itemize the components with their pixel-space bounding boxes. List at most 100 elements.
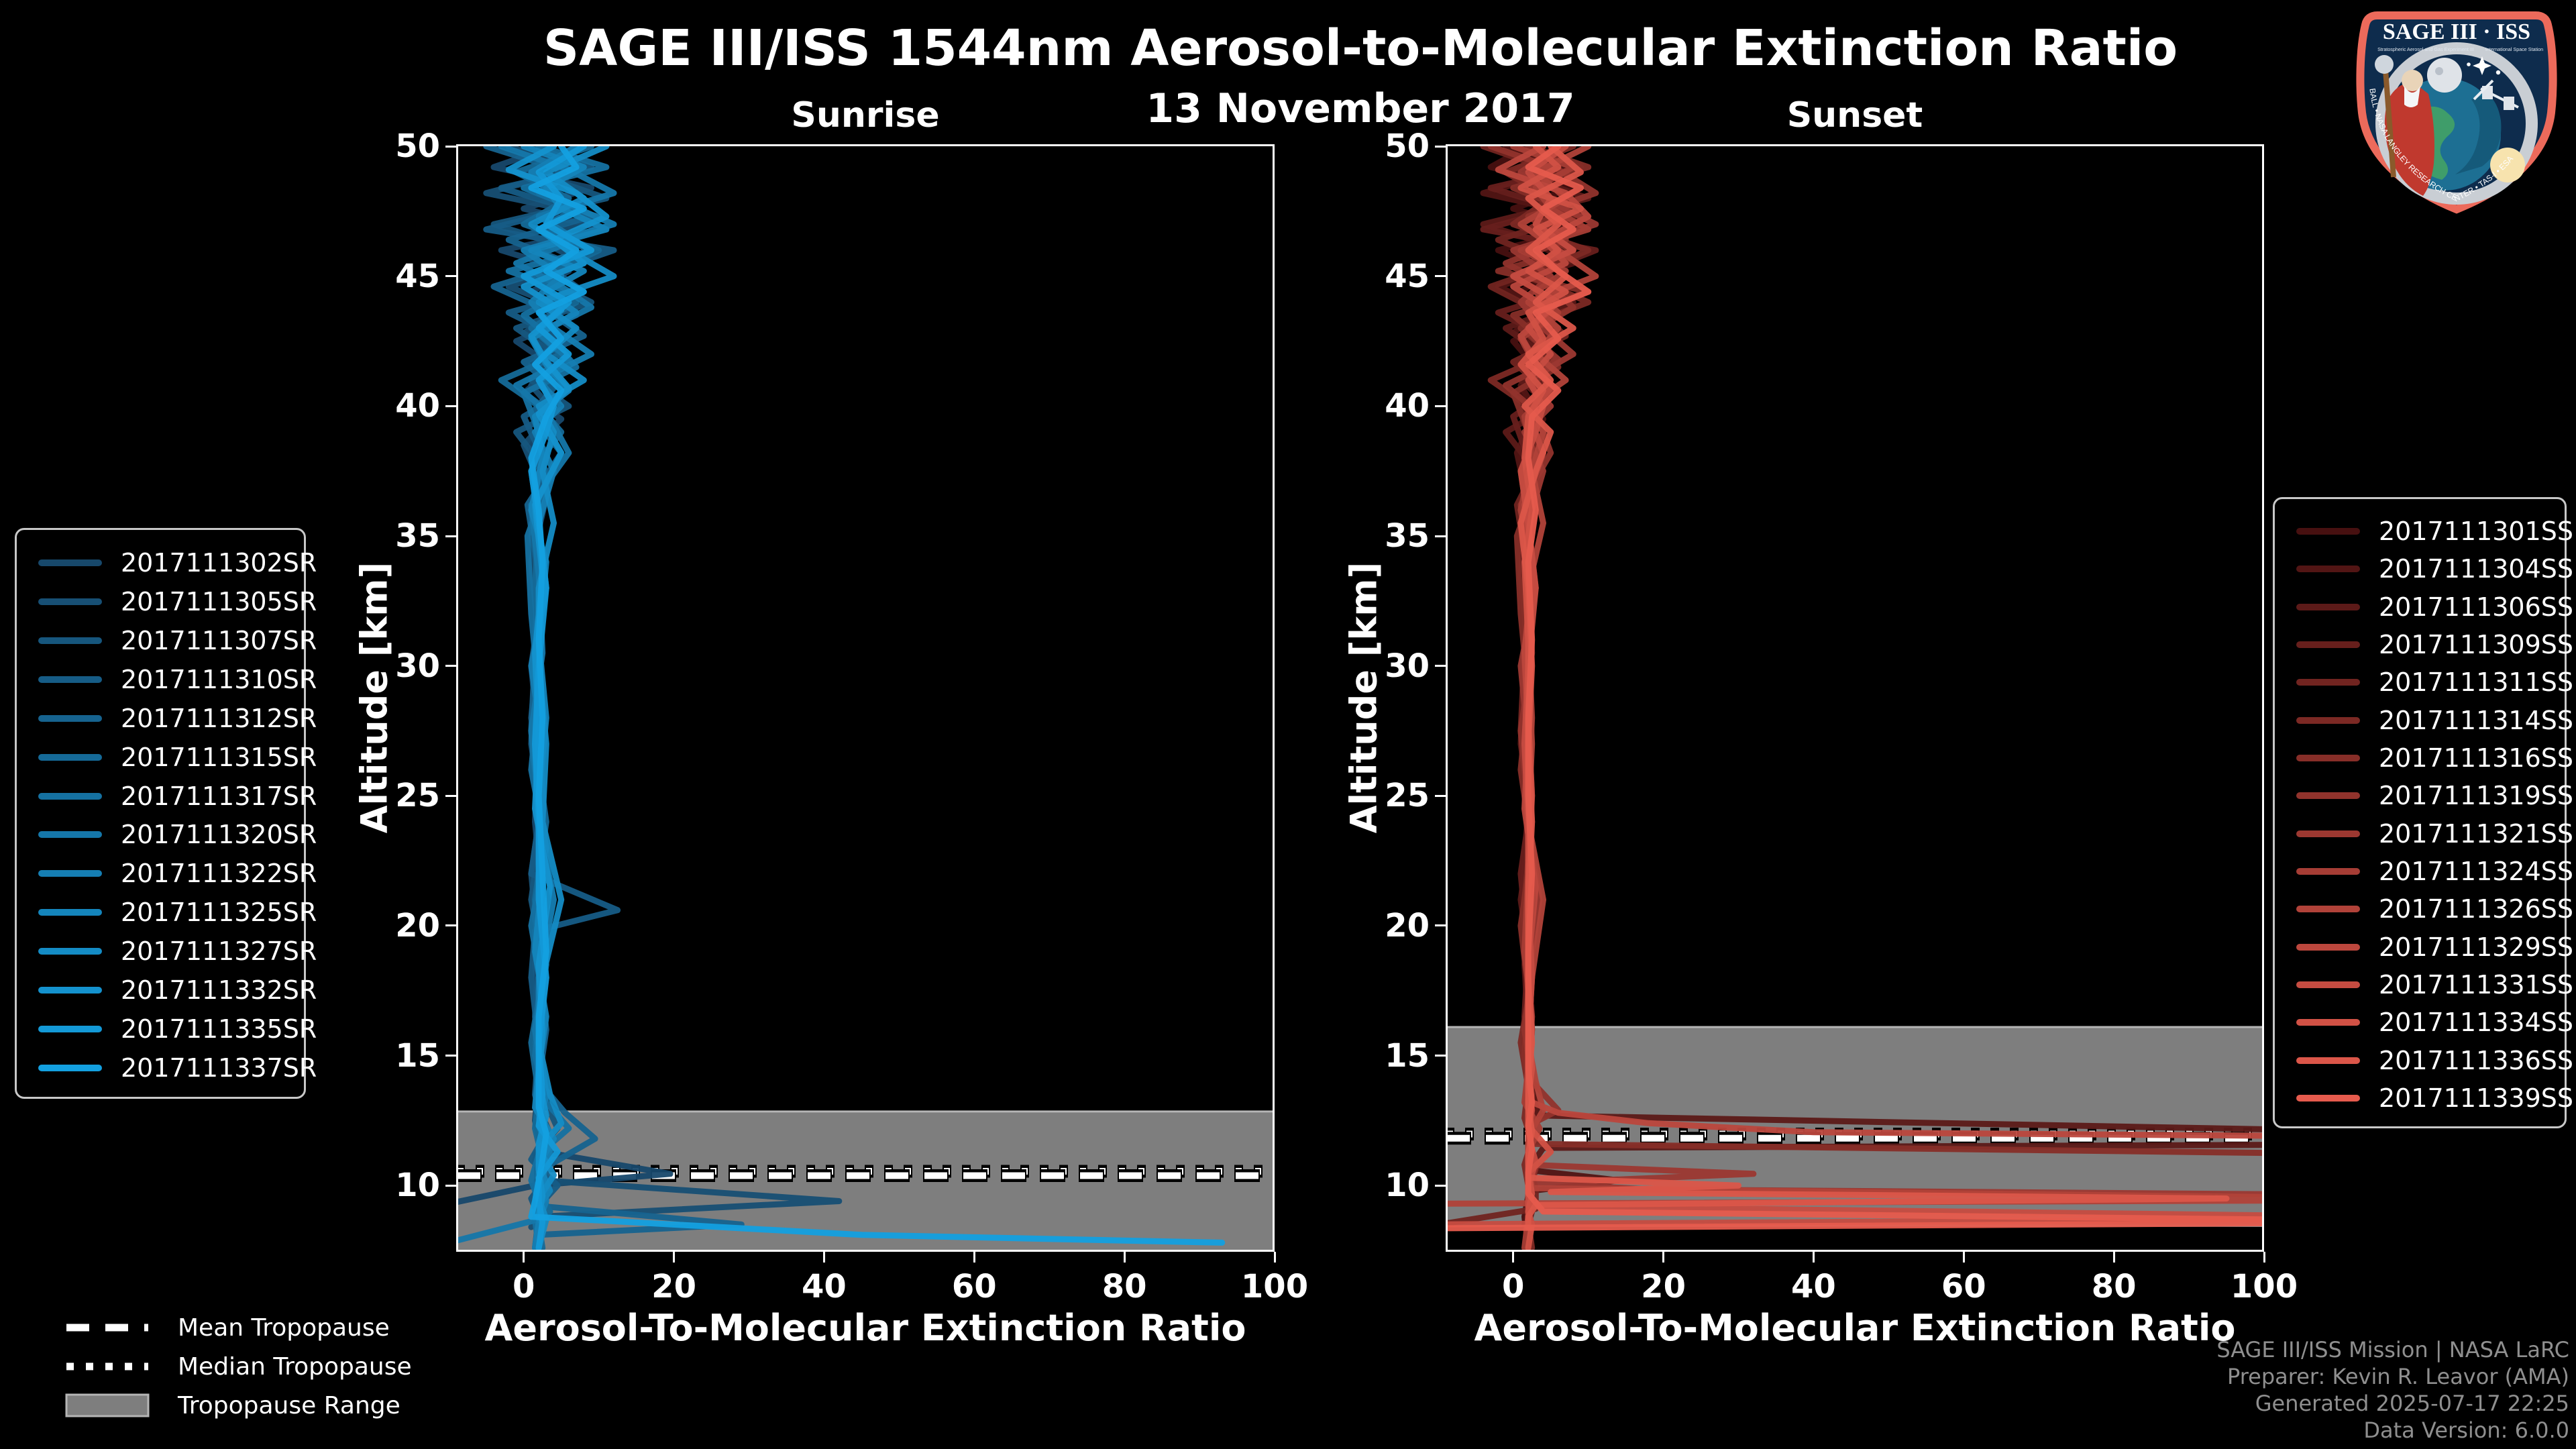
y-tick-label: 50: [395, 127, 440, 166]
legend-item-2017111305SR: 2017111305SR: [17, 586, 317, 618]
legend-label: 2017111311SS: [2379, 667, 2574, 698]
legend-item-2017111322SR: 2017111322SR: [17, 857, 317, 890]
legend-item-2017111329SS: 2017111329SS: [2275, 931, 2573, 963]
legend-label: 2017111336SS: [2379, 1045, 2574, 1075]
sunset-legend: 2017111301SS 2017111304SS 2017111306SS 2017…: [2273, 497, 2573, 1128]
y-tick-label: 35: [395, 517, 440, 555]
legend-item-2017111315SR: 2017111315SR: [17, 741, 317, 773]
legend-line-swatch: [2296, 830, 2360, 837]
x-tick-mark: [973, 1252, 975, 1263]
legend-label: 2017111305SR: [121, 586, 317, 616]
logo-moon: [2427, 58, 2462, 93]
x-tick-label: 40: [1791, 1268, 1836, 1305]
y-tick-label: 40: [395, 387, 440, 425]
legend-line-swatch: [2296, 1019, 2360, 1026]
footer-credits: SAGE III/ISS Mission | NASA LaRC Prepare…: [2216, 1336, 2569, 1444]
legend-item-2017111321SS: 2017111321SS: [2275, 818, 2573, 850]
x-tick-label: 20: [651, 1268, 696, 1305]
x-tick-label: 60: [951, 1268, 997, 1305]
logo-subtitle-left: Stratospheric Aerosol and Gas Experiment…: [2377, 46, 2474, 52]
sunset-plot-area: [1446, 144, 2264, 1252]
legend-item-2017111309SS: 2017111309SS: [2275, 629, 2573, 661]
legend-item-2017111310SR: 2017111310SR: [17, 663, 317, 696]
x-tick-mark: [1812, 1252, 1815, 1263]
y-tick-mark: [445, 1184, 456, 1187]
y-tick-mark: [445, 535, 456, 537]
y-tick-mark: [1435, 1184, 1446, 1187]
legend-line-swatch: [38, 676, 102, 683]
x-tick-label: 80: [1102, 1268, 1147, 1305]
legend-label: 2017111319SS: [2379, 781, 2574, 811]
x-tick-mark: [2263, 1252, 2265, 1263]
legend-label: 2017111310SR: [121, 664, 317, 694]
x-tick-mark: [1662, 1252, 1665, 1263]
legend-item-2017111332SR: 2017111332SR: [17, 974, 317, 1006]
y-tick-mark: [1435, 145, 1446, 148]
y-tick-mark: [1435, 665, 1446, 667]
y-tick-label: 35: [1385, 517, 1430, 555]
legend-line-swatch: [38, 870, 102, 877]
y-tick-mark: [1435, 275, 1446, 278]
y-tick-mark: [445, 1055, 456, 1057]
panel-title-sunset: Sunset: [1786, 95, 1923, 136]
x-tick-label: 20: [1641, 1268, 1686, 1305]
page-title: SAGE III/ISS 1544nm Aerosol-to-Molecular…: [543, 19, 2178, 77]
x-tick-label: 100: [1240, 1268, 1309, 1305]
y-tick-label: 50: [1385, 127, 1430, 166]
legend-line-swatch: [2296, 867, 2360, 875]
sunrise-legend: 2017111302SR 2017111305SR 2017111307SR 2017…: [15, 528, 317, 1099]
x-tick-label: 0: [513, 1268, 535, 1305]
legend-item-2017111334SS: 2017111334SS: [2275, 1006, 2573, 1038]
x-tick-mark: [1273, 1252, 1276, 1263]
logo-subtitle-right: International Space Station: [2485, 46, 2543, 52]
legend-label: 2017111314SS: [2379, 705, 2574, 735]
legend-item-2017111337SR: 2017111337SR: [17, 1052, 317, 1084]
legend-line-swatch: [38, 637, 102, 644]
legend-line-swatch: [38, 909, 102, 916]
legend-line-swatch: [2296, 943, 2360, 951]
mean-tropopause-dashed-swatch: [66, 1324, 148, 1332]
legend-label: 2017111335SR: [121, 1014, 317, 1044]
legend-item-2017111326SS: 2017111326SS: [2275, 893, 2573, 925]
x-tick-mark: [1512, 1252, 1515, 1263]
legend-item-mean-tropopause: Mean Tropopause: [64, 1308, 412, 1347]
x-tick-label: 60: [1941, 1268, 1986, 1305]
x-tick-mark: [673, 1252, 676, 1263]
logo-sun: [2490, 148, 2525, 182]
series-line-2017111337SR: [528, 144, 1226, 1246]
legend-item-2017111331SS: 2017111331SS: [2275, 969, 2573, 1001]
legend-label: 2017111315SR: [121, 742, 317, 772]
legend-item-2017111339SS: 2017111339SS: [2275, 1082, 2573, 1114]
panel-title-sunrise: Sunrise: [791, 95, 940, 136]
sunset-xaxis-label: Aerosol-To-Molecular Extinction Ratio: [1474, 1307, 2236, 1349]
footer-data-version: Data Version: 6.0.0: [2363, 1417, 2569, 1443]
tropopause-range-label: Tropopause Range: [178, 1391, 400, 1419]
y-tick-mark: [1435, 405, 1446, 407]
y-tick-label: 20: [1385, 906, 1430, 945]
legend-item-2017111301SS: 2017111301SS: [2275, 515, 2573, 547]
footer-mission: SAGE III/ISS Mission | NASA LaRC: [2216, 1337, 2569, 1362]
legend-line-swatch: [2296, 1094, 2360, 1102]
x-tick-mark: [523, 1252, 525, 1263]
legend-item-2017111306SS: 2017111306SS: [2275, 591, 2573, 623]
legend-label: 2017111317SR: [121, 781, 317, 811]
legend-label: 2017111322SR: [121, 859, 317, 889]
legend-line-swatch: [38, 987, 102, 994]
legend-line-swatch: [38, 948, 102, 955]
legend-line-swatch: [38, 598, 102, 605]
footer-preparer: Preparer: Kevin R. Leavor (AMA): [2226, 1364, 2569, 1389]
x-tick-mark: [2112, 1252, 2115, 1263]
legend-label: 2017111316SS: [2379, 743, 2574, 773]
legend-line-swatch: [38, 559, 102, 566]
tropopause-range-swatch: [65, 1393, 150, 1417]
sunrise-xaxis-label: Aerosol-To-Molecular Extinction Ratio: [484, 1307, 1246, 1349]
legend-label: 2017111334SS: [2379, 1008, 2574, 1038]
logo-father-time: [2375, 55, 2434, 196]
x-tick-mark: [1123, 1252, 1126, 1263]
series-line-2017111339SS: [1446, 144, 2264, 1232]
legend-line-swatch: [2296, 1057, 2360, 1064]
median-tropopause-label: Median Tropopause: [178, 1352, 412, 1381]
legend-line-swatch: [2296, 792, 2360, 800]
y-tick-mark: [445, 665, 456, 667]
